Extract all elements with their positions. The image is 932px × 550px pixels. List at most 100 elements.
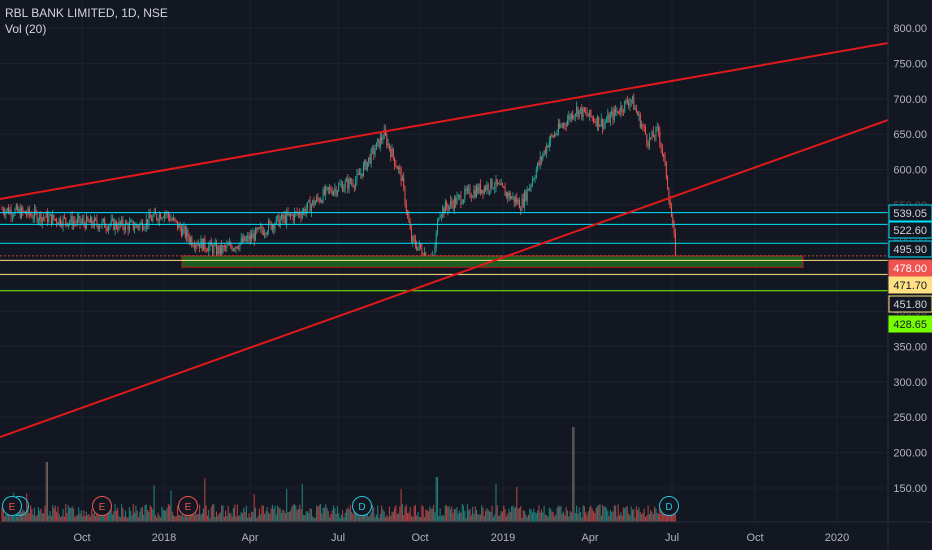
volume-bar (642, 512, 644, 522)
volume-bar (31, 508, 33, 522)
candle-body (256, 228, 258, 231)
candle-body (232, 248, 234, 251)
horizontal-levels[interactable] (0, 212, 888, 292)
volume-bar (425, 509, 427, 522)
volume-bar (604, 506, 606, 522)
candle-body (356, 173, 358, 181)
candle-body (8, 207, 9, 214)
volume-bar (218, 513, 220, 522)
candle-body (498, 183, 500, 185)
candle-body (283, 215, 285, 220)
volume-bar (11, 513, 13, 522)
dividend-event-marker[interactable]: D (659, 496, 679, 516)
volume-bar (344, 512, 346, 522)
candle-body (630, 99, 632, 102)
volume-bar (633, 508, 635, 522)
volume-bar (46, 462, 49, 522)
volume-bar (449, 509, 452, 522)
price-level-badge[interactable]: 428.65 (888, 315, 932, 333)
candle-body (482, 189, 484, 194)
candle-body (54, 219, 56, 220)
candle-body (375, 142, 377, 150)
candle-body (188, 237, 190, 242)
price-level-badge[interactable]: 451.80 (888, 295, 932, 313)
volume-bar (244, 511, 246, 522)
candle-body (109, 224, 111, 227)
volume-bar (304, 515, 306, 522)
trendlines[interactable] (0, 42, 889, 438)
candle-body (495, 179, 497, 188)
candle-body (288, 213, 290, 216)
candle-body (641, 124, 643, 128)
volume-bar (157, 512, 159, 522)
dividend-event-marker[interactable]: D (352, 496, 372, 516)
price-level-badge[interactable]: 495.90 (888, 240, 932, 258)
candle-body (539, 156, 541, 165)
earnings-event-marker[interactable]: E (92, 496, 112, 516)
candle-body (364, 160, 366, 166)
volume-bar (115, 510, 117, 522)
candle-body (87, 216, 89, 221)
volume-bar (421, 505, 423, 522)
volume-bar (75, 515, 77, 522)
volume-bar (106, 508, 108, 522)
badge-bg (888, 295, 932, 313)
volume-bar (88, 514, 90, 522)
trendline[interactable] (0, 42, 889, 200)
price-level-badge[interactable]: 522.60 (888, 221, 932, 239)
volume-bar (91, 509, 93, 522)
volume-bar (228, 513, 231, 522)
candle-body (507, 192, 509, 198)
candle-body (505, 192, 507, 196)
candle-body (349, 178, 351, 184)
candle-body (278, 215, 280, 227)
candle-body (372, 148, 373, 150)
candle-body (313, 200, 315, 206)
symbol-title[interactable]: RBL BANK LIMITED, 1D, NSE (5, 6, 168, 20)
candle-body (591, 116, 593, 118)
trendline[interactable] (0, 119, 889, 438)
candle-body (92, 224, 94, 227)
volume-indicator-label[interactable]: Vol (20) (5, 22, 47, 36)
candle-body (421, 248, 423, 255)
candle-body (622, 111, 624, 113)
volume-bar (674, 514, 676, 522)
candle-body (656, 127, 658, 129)
volume-bar (511, 506, 513, 522)
price-axis[interactable]: 800.00750.00700.00650.00600.00550.00500.… (887, 0, 932, 550)
volume-bar (292, 504, 294, 522)
volume-bar (2, 505, 4, 522)
event-label: E (99, 502, 106, 513)
volume-bar (655, 508, 657, 522)
price-level-badge[interactable]: 471.70 (888, 276, 932, 294)
candle-body (452, 203, 454, 209)
candle-body (136, 224, 138, 227)
volume-bar (300, 509, 302, 522)
volume-bar (481, 505, 483, 522)
candle-body (279, 219, 281, 227)
candle-body (323, 189, 325, 195)
candle-body (23, 211, 25, 213)
price-level-badge[interactable]: 478.00 (888, 259, 932, 277)
price-level-badge[interactable]: 539.05 (888, 204, 932, 222)
candle-body (314, 201, 316, 206)
earnings-event-marker[interactable]: E (2, 496, 29, 516)
candle-body (408, 214, 410, 223)
candle-body (277, 215, 279, 218)
candle-body (573, 116, 575, 119)
volume-bar (234, 504, 236, 522)
volume-bar (529, 508, 531, 522)
time-axis[interactable]: Oct 2018 Apr Jul Oct 2019 Apr Jul Oct 2020 (0, 521, 932, 544)
candle-body (244, 236, 246, 242)
candle-body (248, 235, 250, 241)
volume-bar (184, 514, 186, 522)
candle-body (568, 115, 570, 121)
earnings-event-marker[interactable]: E (178, 496, 198, 516)
volume-bar (611, 512, 613, 522)
candle-body (404, 187, 406, 205)
volume-bar (573, 427, 575, 522)
candle-body (47, 212, 48, 223)
volume-bar (40, 508, 42, 522)
